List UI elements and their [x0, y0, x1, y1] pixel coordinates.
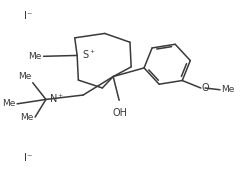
Text: +: + [90, 49, 95, 54]
Text: I⁻: I⁻ [24, 153, 33, 163]
Text: +: + [57, 93, 62, 98]
Text: Me: Me [18, 72, 31, 81]
Text: Me: Me [2, 99, 16, 108]
Text: N: N [50, 94, 57, 103]
Text: O: O [202, 83, 209, 93]
Text: Me: Me [221, 85, 234, 94]
Text: S: S [82, 50, 88, 59]
Text: Me: Me [20, 112, 34, 122]
Text: I⁻: I⁻ [24, 11, 33, 21]
Text: OH: OH [113, 108, 128, 118]
Text: Me: Me [28, 52, 41, 61]
